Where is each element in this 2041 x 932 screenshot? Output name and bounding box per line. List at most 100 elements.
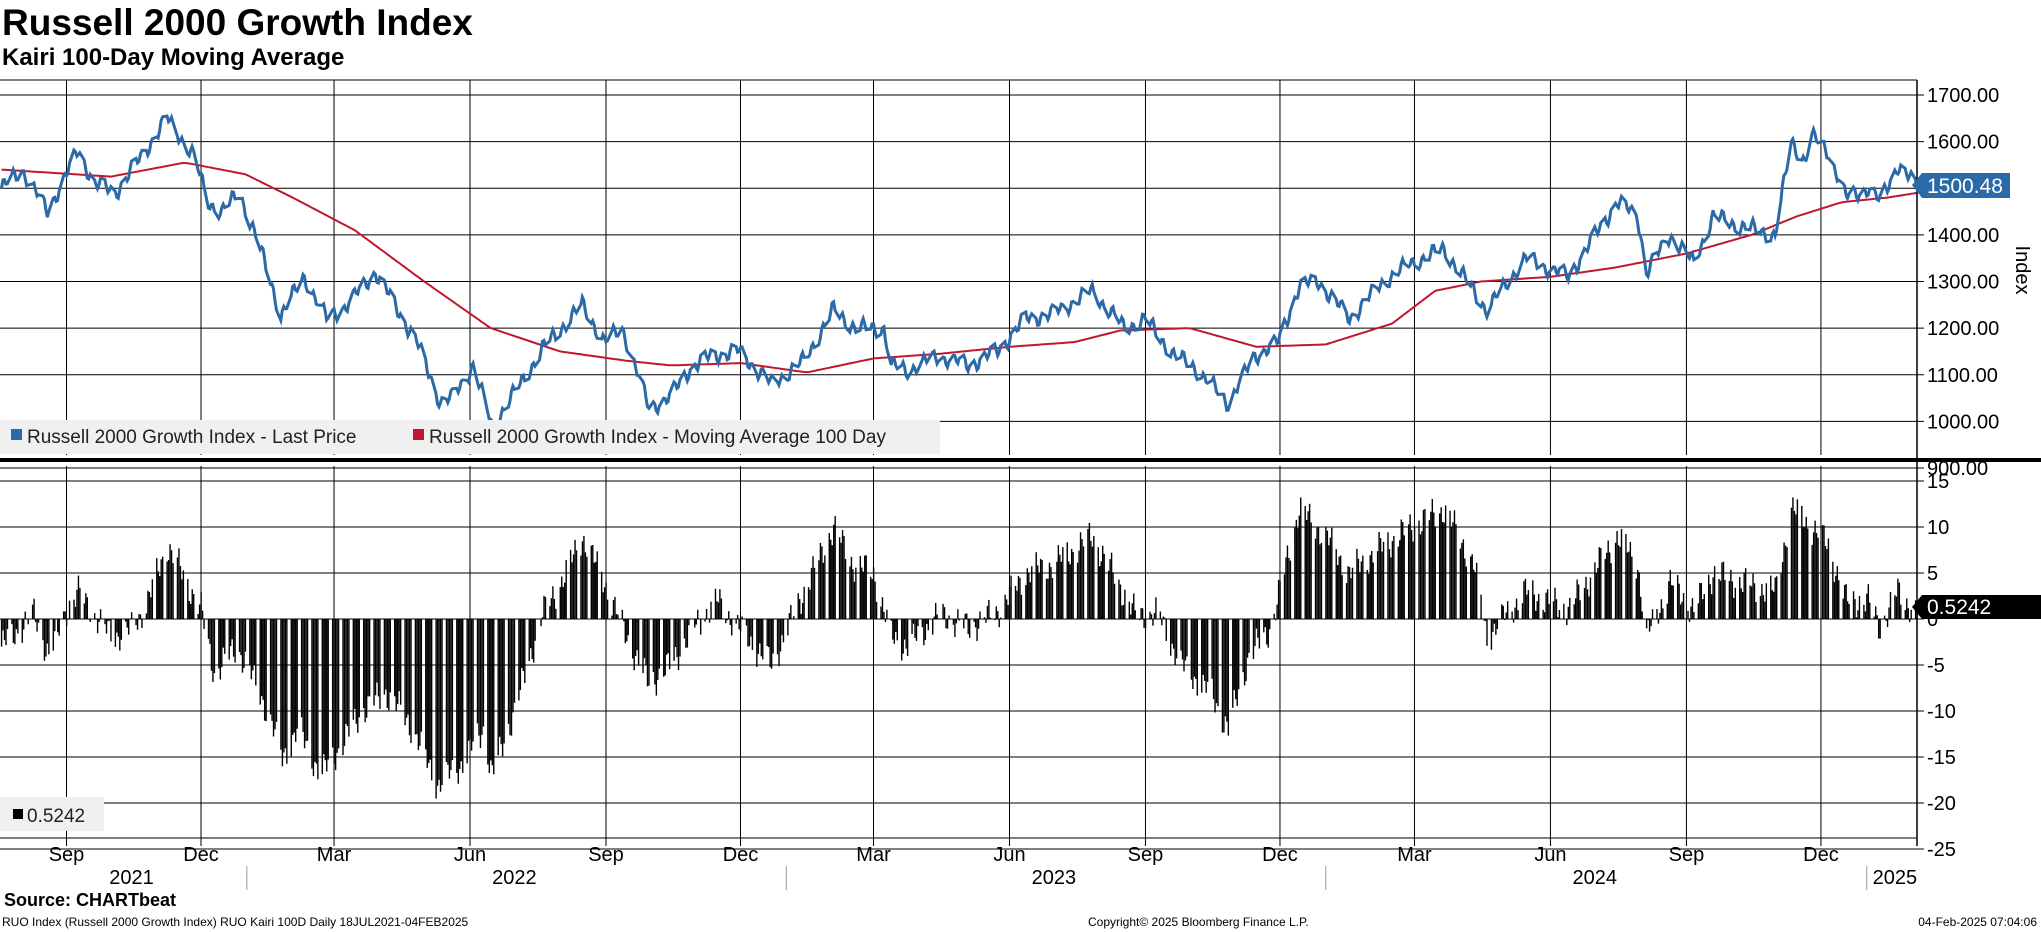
kairi-bar xyxy=(1444,505,1447,619)
kairi-bar xyxy=(667,619,669,654)
kairi-bar xyxy=(1038,572,1040,619)
kairi-bar xyxy=(1807,528,1809,619)
bottom-ytick-label: 15 xyxy=(1927,471,1949,493)
kairi-bar xyxy=(686,619,689,648)
kairi-bar xyxy=(1371,550,1373,619)
kairi-bar xyxy=(367,619,369,697)
kairi-bar xyxy=(1087,529,1089,619)
kairi-bar xyxy=(141,619,143,628)
kairi-bar xyxy=(305,619,307,742)
kairi-bar xyxy=(327,619,329,760)
kairi-bar xyxy=(1180,619,1182,651)
kairi-bar xyxy=(1734,587,1737,619)
kairi-bar xyxy=(977,619,980,629)
kairi-bar xyxy=(648,619,650,686)
kairi-bar xyxy=(1320,542,1323,619)
kairi-bar xyxy=(1097,547,1099,619)
kairi-bar xyxy=(1088,522,1091,619)
kairi-bar xyxy=(261,619,263,697)
kairi-bar xyxy=(1316,527,1318,619)
kairi-bar xyxy=(283,619,285,753)
kairi-bar xyxy=(315,619,318,764)
kairi-bar xyxy=(416,619,418,735)
kairi-bar xyxy=(602,592,604,619)
kairi-bar xyxy=(311,619,313,769)
kairi-bar xyxy=(1637,569,1639,619)
kairi-bar xyxy=(1325,527,1327,619)
kairi-bar xyxy=(738,619,740,630)
kairi-bar xyxy=(240,619,242,656)
kairi-bar xyxy=(708,619,711,623)
top-ytick-label: 1600.00 xyxy=(1927,132,1999,154)
kairi-bar xyxy=(160,559,162,619)
kairi-bar xyxy=(1059,554,1061,619)
kairi-bar xyxy=(1047,578,1049,619)
kairi-bar xyxy=(1397,546,1400,619)
kairi-bar xyxy=(14,619,16,645)
kairi-bar xyxy=(377,619,380,697)
kairi-bar xyxy=(861,567,863,619)
kairi-bar xyxy=(1801,505,1803,619)
bottom-ytick-label: -10 xyxy=(1927,701,1956,723)
kairi-bar xyxy=(108,619,111,621)
kairi-bar xyxy=(1331,527,1333,619)
kairi-bar xyxy=(1888,607,1890,619)
kairi-bar xyxy=(1376,551,1379,619)
kairi-bar xyxy=(1676,575,1679,619)
kairi-bar xyxy=(1017,575,1020,619)
kairi-bar xyxy=(6,619,9,630)
kairi-bar xyxy=(200,592,202,619)
kairi-bar xyxy=(830,539,832,619)
kairi-bar xyxy=(1215,619,1218,704)
kairi-bar xyxy=(410,619,412,744)
kairi-bar xyxy=(983,617,986,619)
kairi-bar xyxy=(1493,619,1496,624)
kairi-bar xyxy=(790,604,792,619)
kairi-bar xyxy=(1019,577,1021,619)
kairi-bar xyxy=(1651,609,1654,619)
source-note: Source: CHARTbeat xyxy=(4,890,177,910)
kairi-bar xyxy=(244,619,247,652)
kairi-bar xyxy=(1455,524,1457,619)
kairi-bar xyxy=(665,619,668,655)
kairi-bar xyxy=(1452,522,1454,619)
kairi-bar xyxy=(503,619,505,744)
kairi-bar xyxy=(1506,601,1509,619)
kairi-bar xyxy=(1817,537,1819,619)
kairi-bar xyxy=(571,562,573,619)
kairi-bar xyxy=(809,589,811,619)
kairi-bar xyxy=(1823,525,1825,619)
kairi-bar xyxy=(1041,559,1043,619)
kairi-bar xyxy=(1707,574,1710,619)
kairi-bar xyxy=(1391,541,1394,619)
kairi-bar xyxy=(1569,597,1571,619)
kairi-bar xyxy=(1604,558,1606,619)
kairi-bar xyxy=(874,581,876,619)
kairi-bar xyxy=(1360,561,1363,619)
kairi-bar xyxy=(1039,558,1042,619)
kairi-bar xyxy=(1113,583,1116,619)
kairi-bar xyxy=(1267,619,1269,648)
kairi-bar xyxy=(1164,617,1166,619)
kairi-bar xyxy=(306,619,309,741)
kairi-bar xyxy=(770,619,773,669)
kairi-bar xyxy=(985,619,987,623)
kairi-bar xyxy=(11,619,13,625)
kairi-bar xyxy=(883,611,885,619)
kairi-bar xyxy=(838,537,841,619)
kairi-bar xyxy=(850,556,853,619)
kairi-bar xyxy=(1471,554,1473,619)
kairi-bar xyxy=(915,619,918,641)
kairi-bar xyxy=(478,619,480,736)
kairi-bar xyxy=(1885,619,1887,621)
kairi-bar xyxy=(15,619,18,630)
kairi-bar xyxy=(1341,575,1343,619)
kairi-bar xyxy=(436,619,439,786)
kairi-bar xyxy=(1264,619,1266,628)
kairi-bar xyxy=(1486,619,1488,646)
kairi-bar xyxy=(719,589,721,619)
kairi-bar xyxy=(250,619,253,680)
footer-timestamp: 04-Feb-2025 07:04:06 xyxy=(1918,915,2037,929)
kairi-bar xyxy=(1641,611,1643,619)
